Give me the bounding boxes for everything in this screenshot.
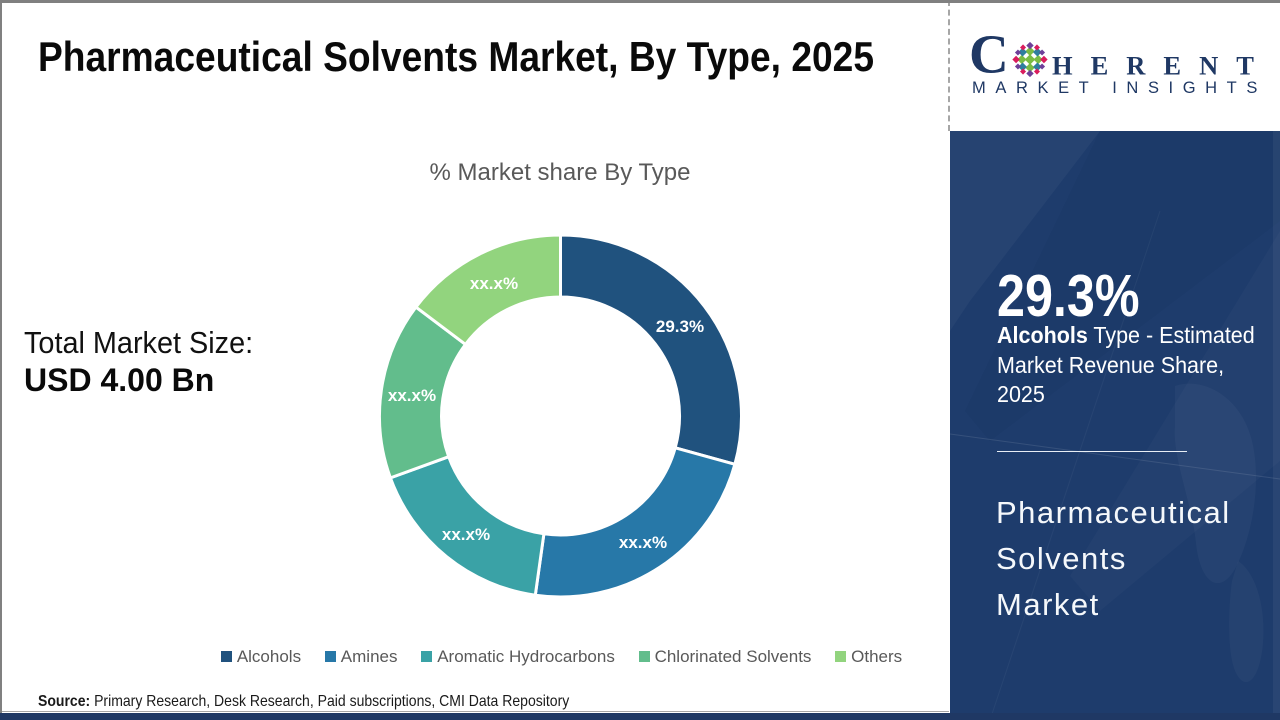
svg-text:HERENT: HERENT [1052, 51, 1272, 81]
svg-text:xx.x%: xx.x% [619, 533, 667, 552]
svg-text:xx.x%: xx.x% [442, 525, 490, 544]
svg-text:xx.x%: xx.x% [388, 386, 436, 405]
svg-text:C: C [969, 24, 1009, 85]
svg-text:xx.x%: xx.x% [470, 274, 518, 293]
svg-text:29.3%: 29.3% [656, 317, 704, 336]
svg-text:MARKET INSIGHTS: MARKET INSIGHTS [972, 79, 1267, 97]
